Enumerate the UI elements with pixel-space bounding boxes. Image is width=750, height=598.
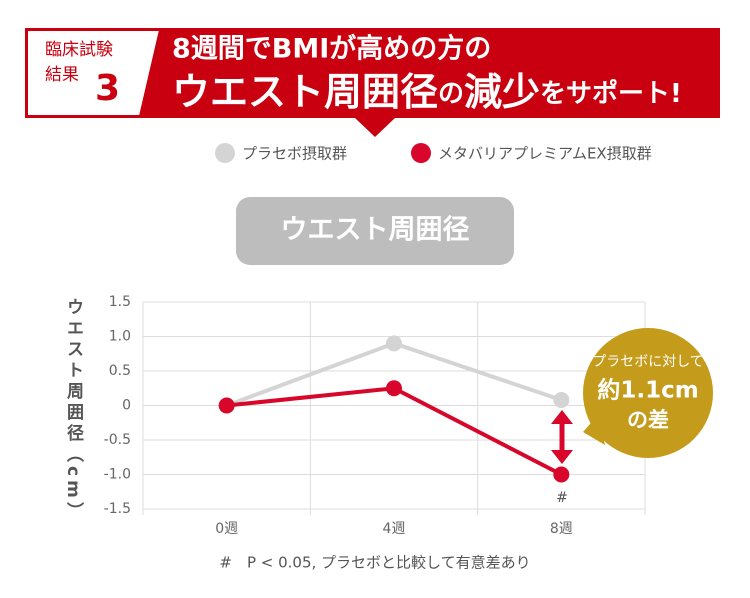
legend-marker — [411, 143, 431, 163]
legend-label: メタバリアプレミアムEX摂取群 — [438, 145, 652, 163]
y-tick-label: 1.5 — [109, 294, 131, 310]
y-tick-label: -1.5 — [104, 501, 131, 517]
title-part: の — [438, 79, 464, 109]
banner-title: 8週間でBMIが高めの方の — [172, 33, 491, 65]
legend-marker — [215, 143, 235, 163]
y-axis-label: ウエスト周囲径（cm） — [63, 298, 84, 523]
y-tick-label: 1.0 — [109, 329, 131, 345]
title-part: 減少 — [464, 70, 540, 114]
arrow-heads — [551, 410, 573, 464]
data-point — [553, 391, 570, 408]
badge-number: 3 — [95, 68, 120, 109]
badge — [26, 29, 162, 117]
title-part: ウエスト周囲径 — [172, 70, 438, 114]
banner — [25, 28, 720, 137]
callout-text: の差 — [627, 408, 669, 432]
data-point — [386, 380, 402, 397]
callout-text: プラセボに対して — [592, 354, 704, 370]
x-tick-label: 4週 — [383, 521, 406, 537]
badge-text: 結果 — [45, 65, 79, 85]
x-tick-label: 0週 — [215, 521, 238, 537]
callout: プラセボに対して 約1.1cm の差 — [583, 328, 713, 458]
footnote: # P < 0.05, プラセボと比較して有意差あり — [219, 554, 530, 572]
y-tick-label: -1.0 — [104, 467, 131, 483]
data-point — [218, 397, 235, 414]
y-tick-label: 0 — [122, 398, 131, 414]
title-part: をサポート! — [540, 78, 682, 109]
data-point — [553, 466, 570, 483]
significance-mark: # — [556, 490, 568, 506]
badge-text: 臨床試験 — [45, 40, 113, 60]
callout-text: 約1.1cm — [597, 377, 698, 404]
difference-arrow — [551, 410, 573, 464]
chart-title-box — [236, 197, 514, 265]
y-tick-label: -0.5 — [104, 432, 131, 448]
y-tick-label: 0.5 — [109, 363, 131, 379]
legend-label: プラセボ摂取群 — [242, 145, 347, 163]
chart-title: ウエスト周囲径 — [281, 215, 470, 246]
banner-title: ウエスト周囲径の減少をサポート! — [172, 70, 682, 114]
callout-bubble — [583, 328, 713, 458]
series-line — [226, 386, 563, 477]
data-point — [386, 335, 402, 352]
x-tick-label: 8週 — [550, 521, 573, 537]
